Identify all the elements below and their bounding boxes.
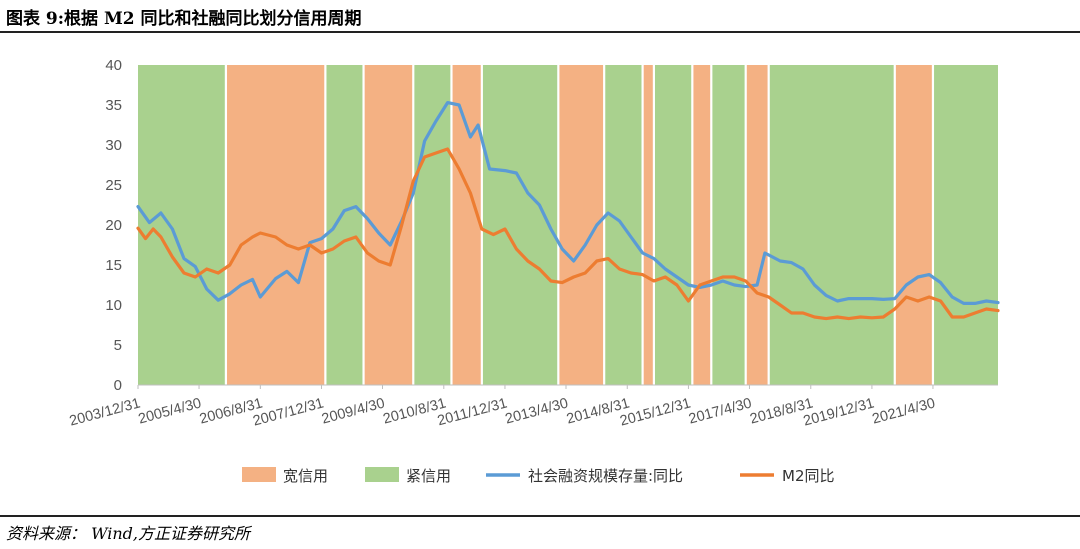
loose-credit-band-13 bbox=[745, 65, 769, 385]
y-tick-label-15: 15 bbox=[105, 257, 122, 274]
tight-credit-band-14 bbox=[768, 65, 895, 385]
x-tick-label-7: 2013/4/30 bbox=[504, 395, 570, 427]
tight-credit-band-16 bbox=[932, 65, 998, 385]
source-note: 资料来源： Wind,方正证券研究所 bbox=[6, 524, 251, 543]
x-tick-label-9: 2015/12/31 bbox=[618, 395, 692, 429]
y-tick-label-20: 20 bbox=[105, 217, 122, 234]
x-tick-label-4: 2009/4/30 bbox=[320, 395, 386, 427]
x-tick-label-3: 2007/12/31 bbox=[251, 395, 325, 429]
y-tick-label-30: 30 bbox=[105, 137, 122, 154]
tsf-series-line bbox=[136, 101, 1000, 305]
y-tick-label-40: 40 bbox=[105, 57, 122, 74]
legend-label-3: M2同比 bbox=[782, 467, 835, 485]
loose-credit-band-11 bbox=[692, 65, 712, 385]
tight-credit-band-6 bbox=[481, 65, 559, 385]
series-lines bbox=[136, 101, 1000, 321]
tight-credit-band-0 bbox=[138, 65, 226, 385]
x-tick-label-12: 2019/12/31 bbox=[802, 395, 876, 429]
m2-series-line bbox=[136, 147, 1000, 321]
x-tick-label-1: 2005/4/30 bbox=[137, 395, 203, 427]
tight-credit-band-4 bbox=[413, 65, 452, 385]
figure-title: 图表 9:根据 M2 同比和社融同比划分信用周期 bbox=[6, 9, 362, 29]
tight-credit-band-12 bbox=[711, 65, 746, 385]
loose-credit-band-9 bbox=[642, 65, 654, 385]
credit-period-bands bbox=[138, 65, 998, 385]
x-tick-label-6: 2011/12/31 bbox=[436, 395, 509, 429]
y-tick-label-10: 10 bbox=[105, 297, 122, 314]
x-tick-label-0: 2003/12/31 bbox=[68, 395, 142, 429]
legend-swatch-1 bbox=[365, 467, 399, 482]
x-tick-label-10: 2017/4/30 bbox=[687, 395, 753, 427]
tight-credit-band-10 bbox=[653, 65, 693, 385]
legend-label-2: 社会融资规模存量:同比 bbox=[528, 467, 683, 485]
loose-credit-band-1 bbox=[225, 65, 326, 385]
x-tick-label-13: 2021/4/30 bbox=[871, 395, 937, 427]
legend-label-0: 宽信用 bbox=[283, 467, 328, 485]
credit-cycle-chart: 05101520253035402003/12/312005/4/302006/… bbox=[68, 57, 1000, 485]
title-rule bbox=[0, 31, 1080, 33]
y-tick-label-35: 35 bbox=[105, 97, 122, 114]
loose-credit-band-5 bbox=[451, 65, 482, 385]
legend-swatch-0 bbox=[242, 467, 276, 482]
tight-credit-band-2 bbox=[325, 65, 364, 385]
source-rule bbox=[0, 515, 1080, 517]
y-tick-label-0: 0 bbox=[114, 377, 122, 394]
y-tick-label-25: 25 bbox=[105, 177, 122, 194]
loose-credit-band-15 bbox=[894, 65, 933, 385]
y-tick-label-5: 5 bbox=[114, 337, 122, 354]
legend: 宽信用 紧信用 社会融资规模存量:同比 M2同比 bbox=[242, 467, 835, 485]
legend-label-1: 紧信用 bbox=[406, 467, 451, 485]
